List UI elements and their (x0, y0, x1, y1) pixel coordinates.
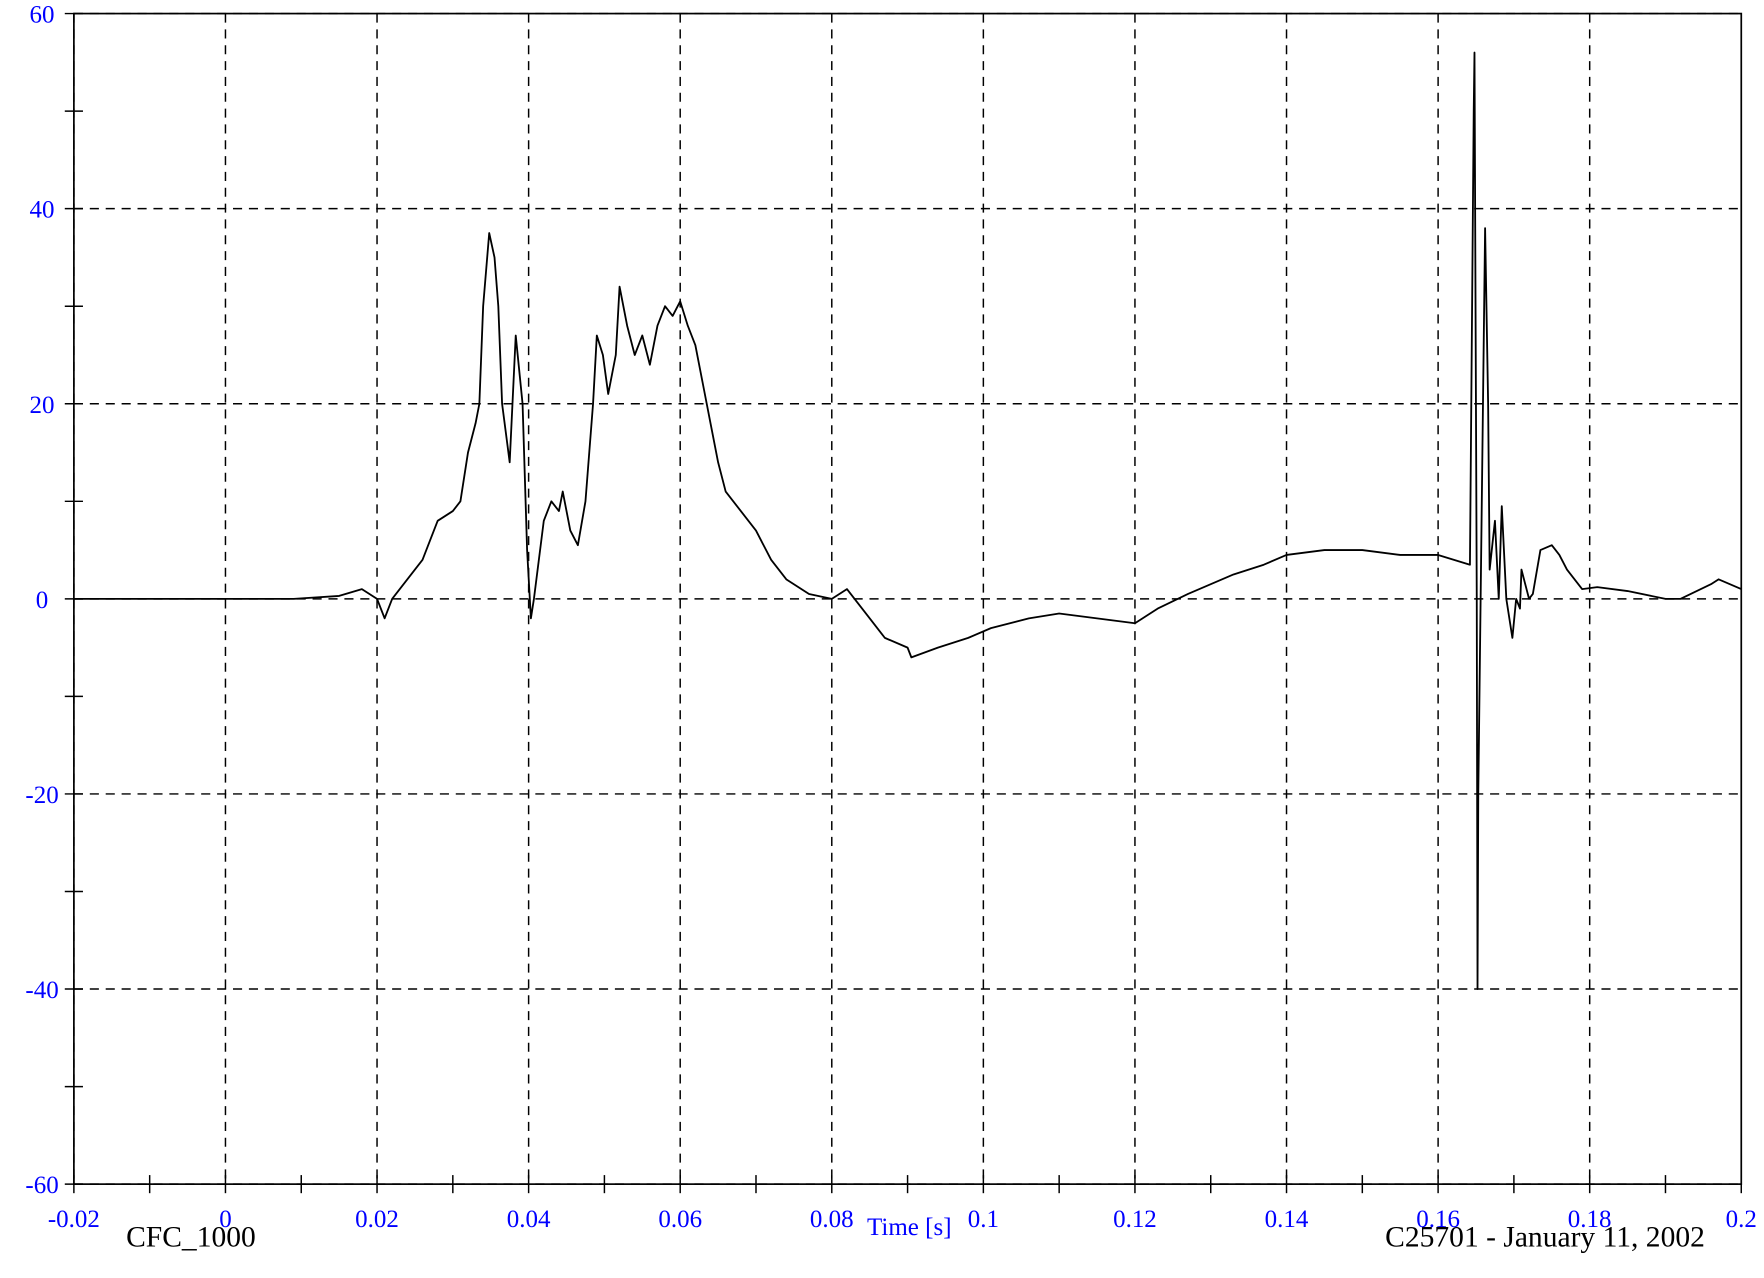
x-tick-label: 0.16 (1416, 1206, 1460, 1233)
y-tick-label: 0 (36, 587, 48, 614)
x-tick-label: 0.12 (1113, 1206, 1157, 1233)
x-tick-label: 0.14 (1265, 1206, 1309, 1233)
y-tick-label: -60 (25, 1172, 58, 1199)
y-tick-label: 40 (30, 197, 55, 224)
x-axis-label: Time [s] (867, 1214, 952, 1241)
footer-left: CFC_1000 (126, 1221, 256, 1253)
x-tick-label: 0.04 (507, 1206, 551, 1233)
x-tick-label: 0.2 (1726, 1206, 1757, 1233)
x-tick-label: 0.1 (968, 1206, 999, 1233)
y-tick-label: 60 (30, 2, 55, 29)
x-tick-label: 0.02 (355, 1206, 399, 1233)
footer-right: C25701 - January 11, 2002 (1385, 1221, 1705, 1253)
data-line (73, 51, 1742, 990)
x-tick-label: -0.02 (48, 1206, 100, 1233)
x-tick-label: 0.08 (810, 1206, 854, 1233)
x-tick-label: 0 (219, 1206, 231, 1233)
y-tick-label: 20 (30, 392, 55, 419)
x-tick-label: 0.06 (658, 1206, 702, 1233)
y-tick-label: -40 (25, 977, 58, 1004)
x-tick-label: 0.18 (1568, 1206, 1612, 1233)
y-tick-label: -20 (25, 782, 58, 809)
